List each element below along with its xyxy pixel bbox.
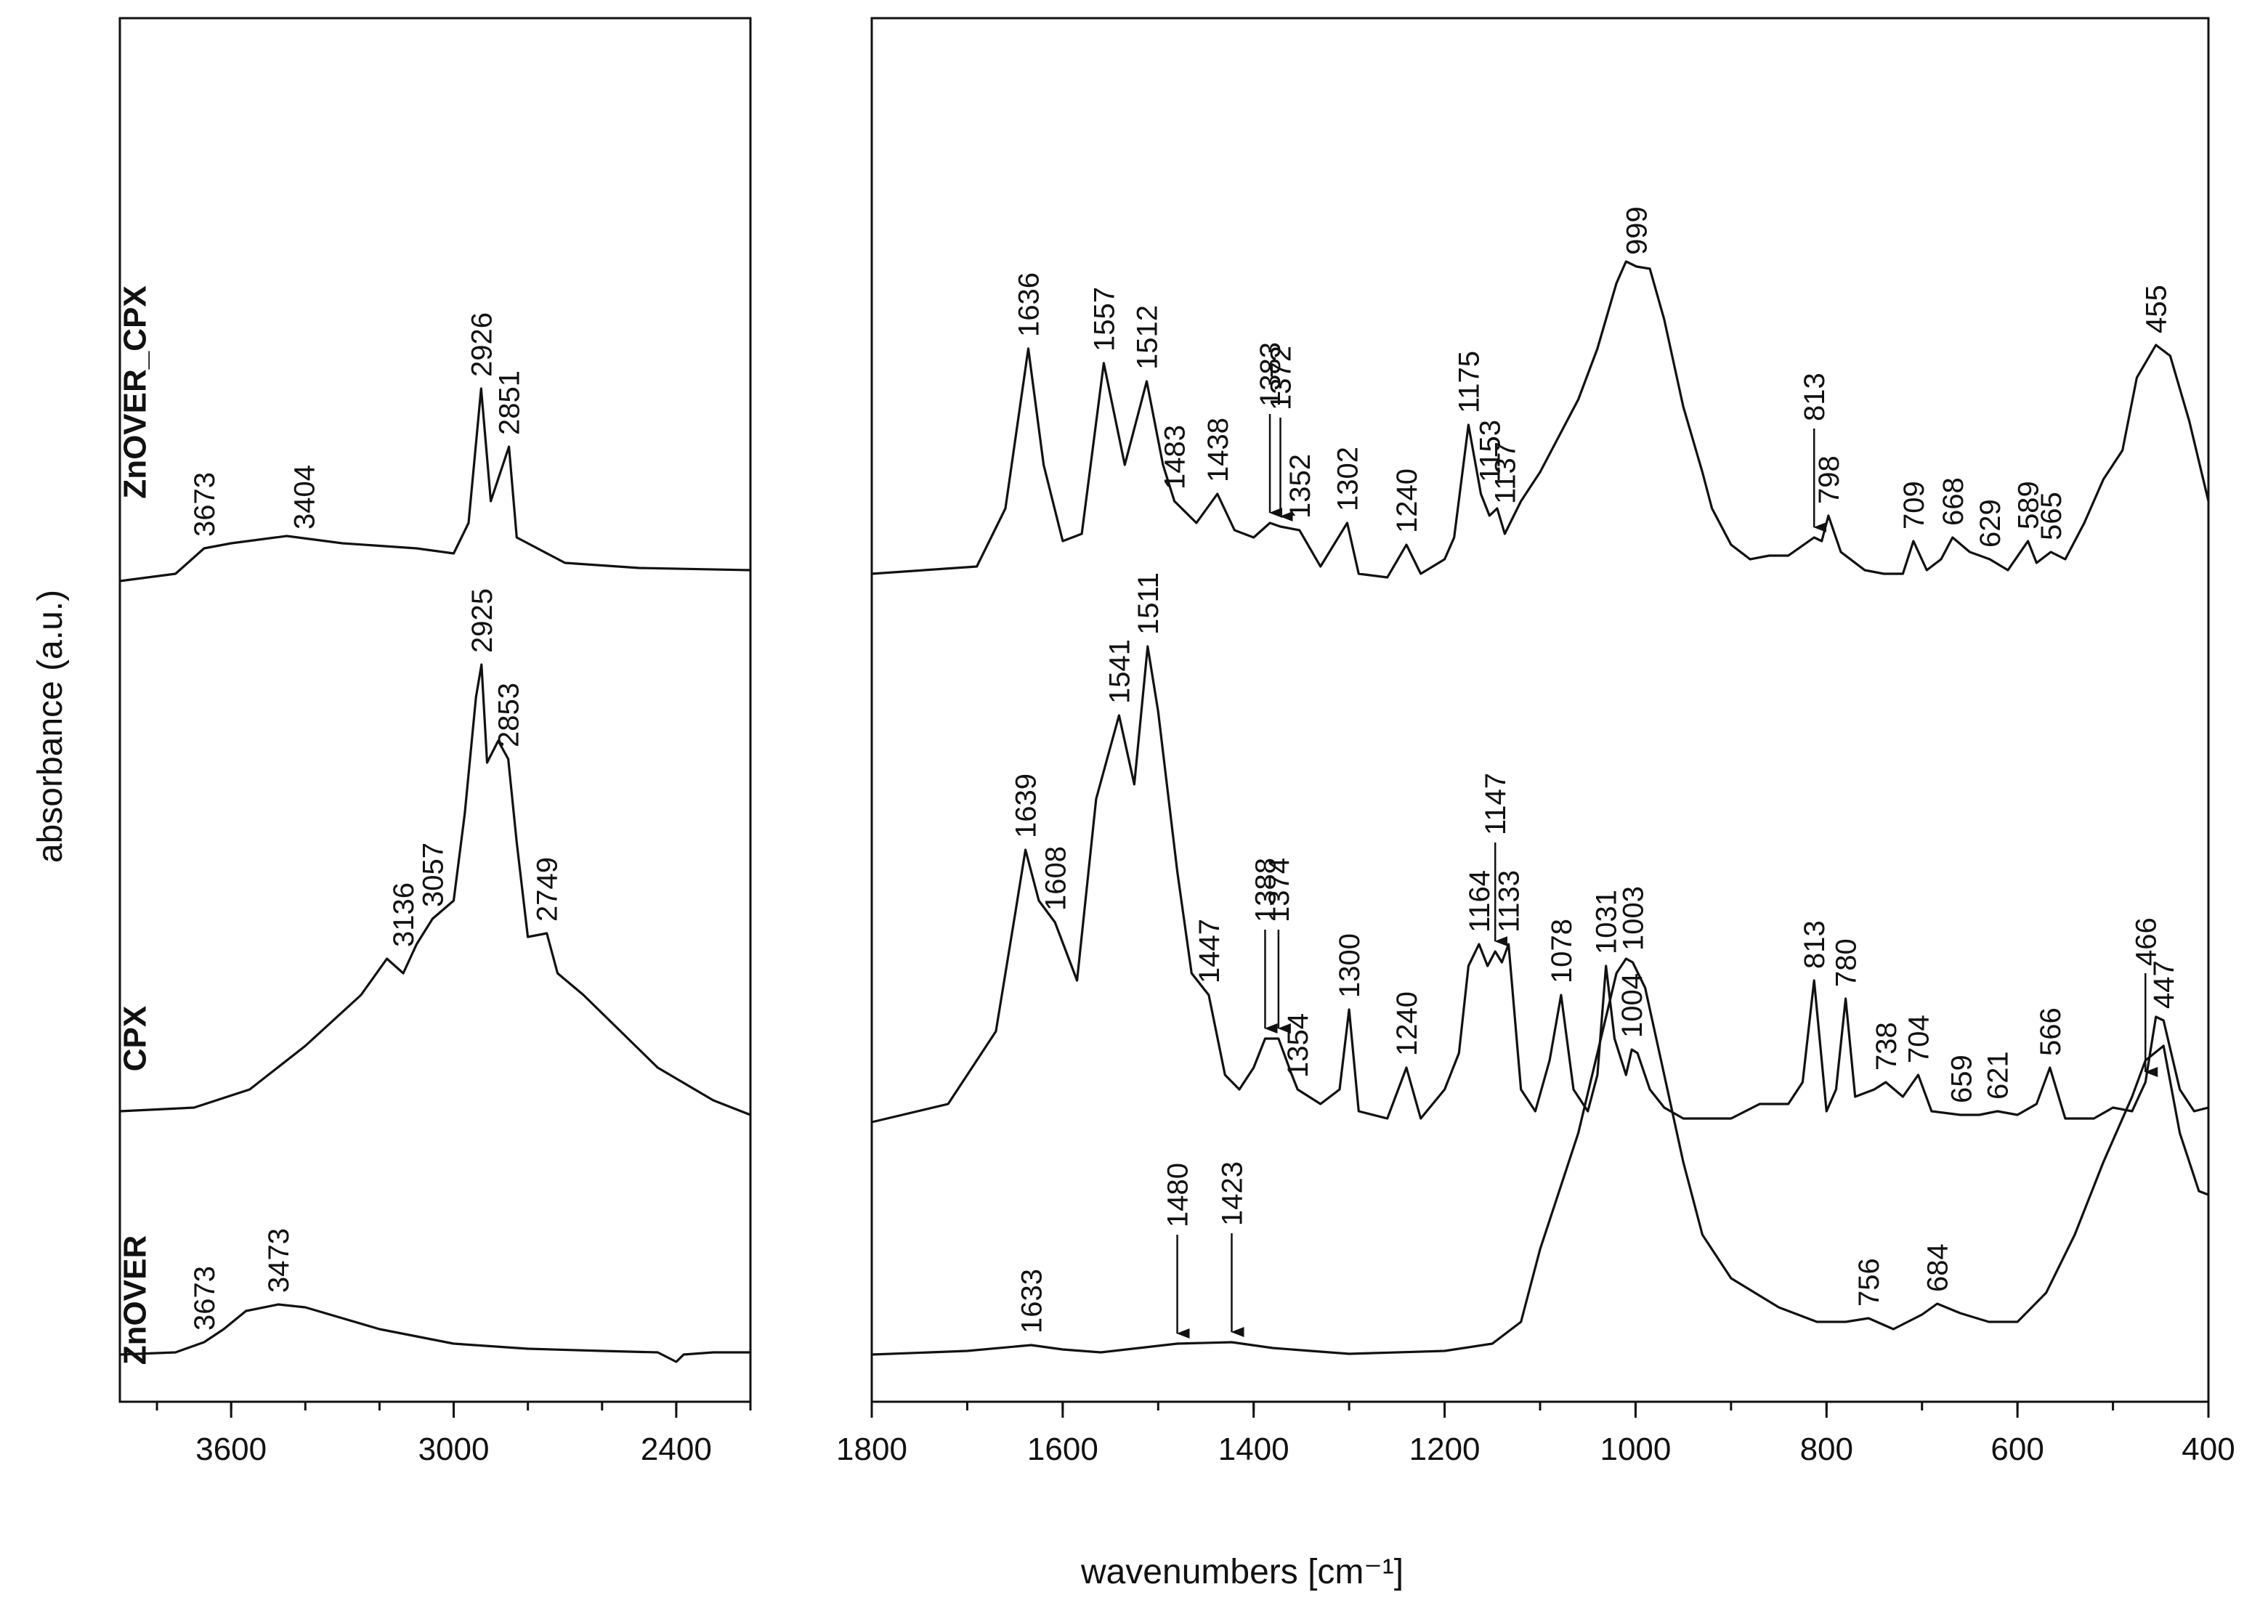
peak-label: 1541 bbox=[1103, 639, 1135, 704]
peak-label: 1636 bbox=[1013, 272, 1045, 337]
series-label: ZnOVER_CPX bbox=[118, 285, 153, 498]
peak-label: 1447 bbox=[1194, 919, 1226, 983]
peak-label: 668 bbox=[1937, 477, 1969, 526]
series-line-cpx-left bbox=[119, 663, 751, 1116]
peak-label: 1374 bbox=[1263, 858, 1295, 922]
peak-label: 1153 bbox=[1474, 420, 1506, 482]
peak-label: 2851 bbox=[494, 370, 526, 435]
peak-label: 813 bbox=[1799, 920, 1831, 969]
tick-label: 1800 bbox=[836, 1432, 907, 1467]
peak-label: 780 bbox=[1831, 938, 1863, 987]
peak-label: 709 bbox=[1898, 481, 1930, 529]
tick-label: 400 bbox=[2182, 1432, 2235, 1467]
peak-label: 1483 bbox=[1159, 425, 1191, 490]
peak-label: 1137 bbox=[1489, 442, 1521, 504]
peak-label: 3673 bbox=[189, 1266, 221, 1331]
peak-label: 2853 bbox=[493, 683, 525, 747]
tick-label: 2400 bbox=[641, 1432, 712, 1467]
series-label: ZnOVER bbox=[118, 1235, 153, 1365]
peak-label: 1164 bbox=[1464, 870, 1496, 933]
peak-label: 813 bbox=[1799, 373, 1831, 421]
peak-label: 1383 bbox=[1255, 342, 1287, 407]
series-label: CPX bbox=[118, 1006, 153, 1071]
peak-label: 1438 bbox=[1202, 418, 1234, 482]
peak-label: 621 bbox=[1983, 1051, 2014, 1100]
series-line-znover-cpx-left bbox=[119, 387, 751, 582]
peak-label: 455 bbox=[2141, 285, 2173, 333]
peak-label: 3673 bbox=[189, 472, 221, 537]
series-line-znover-left bbox=[119, 1303, 750, 1363]
tick-label: 1000 bbox=[1600, 1432, 1671, 1467]
peak-label: 3404 bbox=[288, 465, 320, 529]
peak-label: 1240 bbox=[1391, 468, 1423, 533]
peak-label: 1608 bbox=[1040, 846, 1072, 911]
peak-label: 659 bbox=[1946, 1055, 1978, 1103]
series-line-cpx-right bbox=[871, 645, 2209, 1124]
spectra-series: ZnOVER_CPX CPX ZnOVER bbox=[118, 260, 2210, 1365]
peak-label: 999 bbox=[1621, 206, 1653, 255]
peak-label: 466 bbox=[2130, 917, 2162, 966]
peak-label: 2749 bbox=[532, 857, 564, 922]
peak-label: 589 bbox=[2013, 481, 2045, 529]
tick-label: 3000 bbox=[418, 1432, 490, 1467]
peak-label: 629 bbox=[1975, 499, 2006, 548]
peak-label: 1133 bbox=[1494, 870, 1526, 933]
peak-label: 1633 bbox=[1016, 1269, 1048, 1333]
peak-label: 798 bbox=[1813, 455, 1845, 504]
peak-label: 1557 bbox=[1088, 287, 1120, 352]
peak-label: 1511 bbox=[1133, 572, 1165, 635]
peak-label: 1003 bbox=[1617, 886, 1649, 951]
peak-label: 1302 bbox=[1332, 447, 1364, 511]
tick-label: 3600 bbox=[195, 1432, 267, 1467]
peak-label: 2925 bbox=[466, 588, 498, 653]
peak-label: 1240 bbox=[1391, 991, 1423, 1056]
tick-label: 1400 bbox=[1218, 1432, 1289, 1467]
y-axis-label: absorbance (a.u.) bbox=[31, 590, 70, 863]
peak-label: 3473 bbox=[263, 1228, 295, 1293]
tick-label: 600 bbox=[1990, 1432, 2044, 1467]
tick-label: 800 bbox=[1800, 1432, 1853, 1467]
tick-label: 1200 bbox=[1409, 1432, 1481, 1467]
peak-label: 1300 bbox=[1334, 933, 1366, 998]
tick-label: 1600 bbox=[1027, 1432, 1098, 1467]
peak-label: 1639 bbox=[1011, 774, 1042, 838]
peak-label: 1480 bbox=[1162, 1163, 1194, 1227]
peak-label: 3057 bbox=[417, 843, 449, 907]
peak-label: 1175 bbox=[1453, 351, 1485, 413]
peak-label: 565 bbox=[2036, 492, 2067, 540]
peak-label: 1352 bbox=[1284, 454, 1316, 519]
peak-label: 1147 bbox=[1480, 773, 1512, 835]
peak-label: 704 bbox=[1903, 1015, 1935, 1063]
left-panel-frame bbox=[118, 17, 752, 1403]
peak-label: 1372 bbox=[1265, 346, 1297, 410]
peak-label: 566 bbox=[2035, 1007, 2067, 1056]
peak-label: 684 bbox=[1922, 1243, 1954, 1292]
peak-label: 1078 bbox=[1546, 919, 1578, 983]
peak-label: 738 bbox=[1871, 1022, 1903, 1071]
axis-ticks: 3600 3000 2400 1800 1600 1400 1200 1000 800 600 40… bbox=[155, 1402, 2235, 1467]
series-line-znover-right bbox=[871, 957, 2209, 1356]
peak-label: 1354 bbox=[1282, 1013, 1314, 1078]
peak-label: 756 bbox=[1853, 1258, 1885, 1307]
series-line-znover-cpx-right bbox=[871, 260, 2210, 579]
peak-label: 1388 bbox=[1250, 858, 1281, 922]
peak-label: 1423 bbox=[1216, 1161, 1248, 1226]
peak-label: 1004 bbox=[1616, 973, 1648, 1038]
x-axis-label: wavenumbers [cm⁻¹] bbox=[1080, 1553, 1404, 1591]
peak-label: 1031 bbox=[1591, 890, 1623, 954]
peak-label: 3136 bbox=[388, 882, 420, 947]
peak-label: 447 bbox=[2148, 960, 2180, 1009]
peak-label: 1512 bbox=[1132, 305, 1164, 370]
peak-label: 2926 bbox=[466, 312, 498, 377]
